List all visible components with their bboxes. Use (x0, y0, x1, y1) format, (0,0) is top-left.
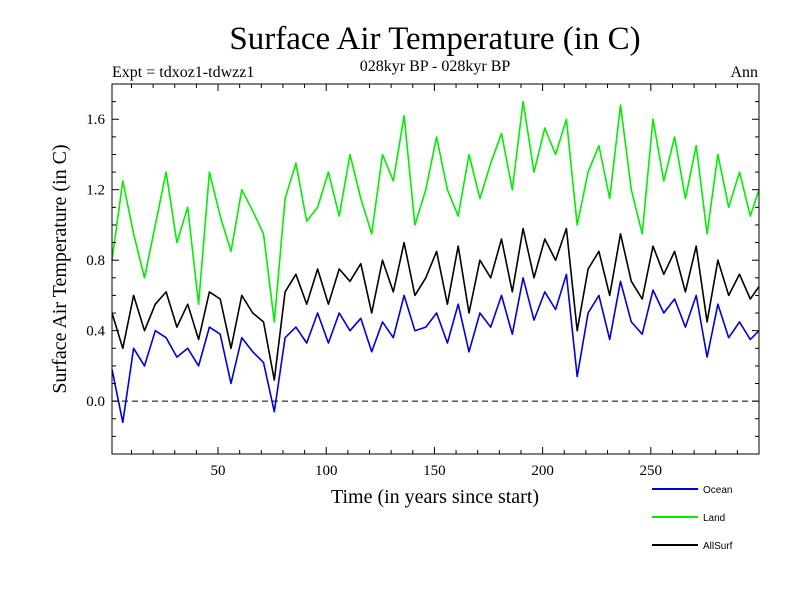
expt-label: Expt = tdxoz1-tdwzz1 (112, 64, 254, 81)
series-line-ocean (111, 273, 760, 424)
y-tick-label: 0.0 (86, 394, 105, 410)
x-tick-label: 250 (640, 463, 663, 479)
x-tick-label: 100 (315, 463, 338, 479)
y-tick-label: 0.8 (86, 253, 105, 269)
y-axis-label: Surface Air Temperature (in C) (49, 144, 71, 393)
plot-frame (111, 83, 760, 455)
legend-label-allsurf: AllSurf (703, 541, 733, 552)
x-tick-label: 50 (211, 463, 226, 479)
season-label: Ann (730, 64, 758, 81)
chart-title: Surface Air Temperature (in C) (229, 21, 640, 57)
x-tick-label: 150 (423, 463, 446, 479)
series-line-land (111, 100, 760, 323)
legend-label-ocean: Ocean (703, 485, 732, 496)
chart-subtitle: 028kyr BP - 028kyr BP (360, 58, 511, 75)
legend-label-land: Land (703, 513, 725, 524)
y-tick-label: 1.2 (86, 183, 105, 199)
series-line-allsurf (111, 227, 760, 381)
y-tick-label: 1.6 (86, 112, 105, 128)
x-axis-label: Time (in years since start) (331, 486, 539, 508)
x-tick-label: 200 (531, 463, 554, 479)
y-tick-label: 0.4 (86, 324, 105, 340)
